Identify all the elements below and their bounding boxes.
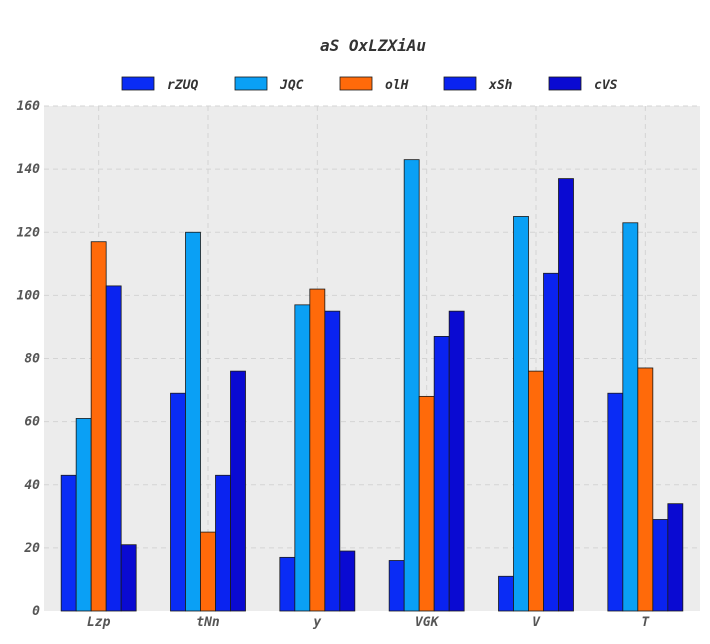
bar-rZUQ-V — [498, 575, 514, 612]
bar-rZUQ-y — [279, 556, 296, 612]
legend-swatch — [548, 76, 582, 91]
bar-rZUQ-VGK — [388, 560, 405, 612]
y-tick-label: 120 — [17, 225, 41, 240]
x-axis: Lzp tNn y VGK V T — [87, 615, 650, 630]
bar-cVS-Lzp — [120, 544, 137, 612]
y-tick-label: 60 — [24, 415, 40, 430]
bar-JQC-VGK — [403, 159, 420, 612]
x-tick-label: T — [641, 615, 650, 630]
bar-olH-Lzp — [90, 241, 107, 612]
bar-rZUQ-Lzp — [60, 474, 77, 612]
bar-cVS-tNn — [230, 370, 246, 612]
bar-JQC-tNn — [185, 231, 201, 612]
x-tick-label: tNn — [196, 615, 220, 630]
y-tick-label: 80 — [24, 352, 40, 367]
bar-JQC-Lzp — [75, 418, 92, 612]
legend: rZUQ JQC olH xSh cVS — [121, 76, 618, 93]
legend-item-olH: olH — [339, 76, 409, 93]
bar-olH-y — [309, 288, 326, 612]
legend-item-rZUQ: rZUQ — [121, 76, 198, 93]
bar-cVS-V — [558, 178, 574, 612]
y-tick-label: 100 — [17, 288, 41, 303]
bar-olH-T — [637, 367, 654, 612]
bar-xSh-tNn — [215, 474, 231, 612]
bars — [60, 159, 684, 612]
legend-label: rZUQ — [167, 78, 198, 93]
y-tick-label: 40 — [24, 478, 40, 493]
bar-JQC-T — [622, 222, 639, 612]
legend-swatch — [121, 76, 155, 91]
legend-label: olH — [385, 78, 409, 93]
bar-olH-V — [528, 370, 544, 612]
legend-item-JQC: JQC — [234, 76, 304, 93]
bar-cVS-T — [667, 503, 684, 612]
legend-swatch — [234, 76, 268, 91]
chart-title: aS OxLZXiAu — [320, 36, 426, 55]
bar-xSh-y — [324, 310, 341, 612]
legend-label: JQC — [279, 78, 304, 93]
legend-label: cVS — [594, 78, 618, 93]
x-tick-label: VGK — [415, 615, 440, 630]
legend-label: xSh — [488, 78, 513, 93]
y-tick-label: 20 — [23, 541, 40, 556]
bar-rZUQ-tNn — [170, 392, 186, 612]
bar-xSh-VGK — [433, 336, 450, 612]
y-axis: 0 20 40 60 80 100 120 140 160 — [17, 99, 41, 619]
bar-rZUQ-T — [607, 392, 624, 612]
bar-olH-VGK — [418, 395, 435, 612]
bar-cVS-y — [339, 550, 356, 612]
bar-JQC-V — [513, 216, 529, 612]
y-tick-label: 160 — [17, 99, 41, 114]
bar-cVS-VGK — [448, 310, 465, 612]
x-tick-label: V — [532, 615, 541, 630]
bar-xSh-V — [543, 272, 559, 612]
legend-swatch — [443, 76, 477, 91]
y-tick-label: 140 — [17, 162, 41, 177]
bar-xSh-T — [652, 519, 669, 612]
legend-swatch — [339, 76, 373, 91]
y-tick-label: 0 — [32, 604, 40, 619]
legend-item-cVS: cVS — [548, 76, 618, 93]
bar-olH-tNn — [200, 531, 216, 612]
x-tick-label: Lzp — [87, 615, 111, 630]
bar-JQC-y — [294, 304, 311, 612]
legend-item-xSh: xSh — [443, 76, 513, 93]
x-tick-label: y — [312, 615, 321, 630]
bar-xSh-Lzp — [105, 285, 122, 612]
